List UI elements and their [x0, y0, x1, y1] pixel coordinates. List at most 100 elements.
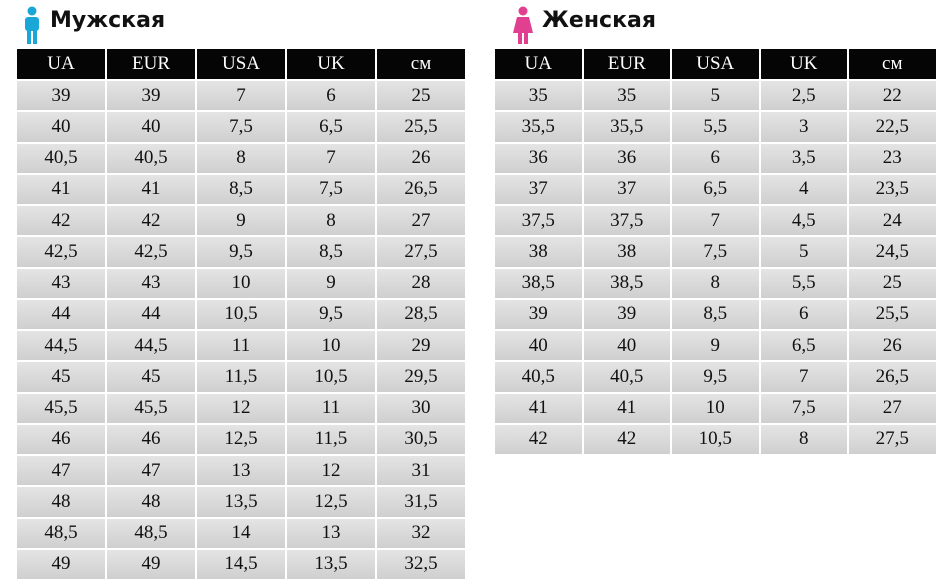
table-cell: 7 [760, 362, 847, 392]
table-cell: 6,5 [760, 331, 847, 361]
table-cell: 26 [377, 143, 465, 173]
table-cell: 10,5 [672, 424, 759, 454]
table-cell: 13,5 [287, 549, 375, 579]
column-header: USA [197, 49, 285, 79]
table-cell: 31 [377, 456, 465, 486]
table-cell: 8,5 [672, 299, 759, 329]
table-cell: 9,5 [197, 237, 285, 267]
table-cell: 7,5 [672, 237, 759, 267]
table-cell: 7 [197, 81, 285, 111]
table-cell: 10,5 [197, 299, 285, 329]
table-cell: 39 [583, 299, 670, 329]
table-cell: 3 [760, 112, 847, 142]
men-title: Мужская [50, 8, 166, 33]
table-cell: 37 [583, 174, 670, 204]
table-cell: 40,5 [583, 362, 670, 392]
table-cell: 12 [287, 456, 375, 486]
table-cell: 40 [495, 331, 582, 361]
table-cell: 11 [197, 331, 285, 361]
table-cell: 13 [287, 518, 375, 548]
table-cell: 45 [17, 362, 105, 392]
table-cell: 46 [107, 424, 195, 454]
table-cell: 30 [377, 393, 465, 423]
table-cell: 41 [583, 393, 670, 423]
table-cell: 24,5 [849, 237, 936, 267]
table-cell: 28,5 [377, 299, 465, 329]
table-cell: 4 [760, 174, 847, 204]
women-title: Женская [542, 8, 656, 33]
table-cell: 11,5 [197, 362, 285, 392]
table-cell: 28 [377, 268, 465, 298]
column-header: UA [17, 49, 105, 79]
table-cell: 3,5 [760, 143, 847, 173]
table-cell: 8,5 [287, 237, 375, 267]
male-icon [25, 6, 39, 44]
table-cell: 12,5 [197, 424, 285, 454]
table-cell: 25 [849, 268, 936, 298]
column-header: см [849, 49, 936, 79]
table-cell: 45,5 [107, 393, 195, 423]
female-icon [513, 6, 533, 44]
table-cell: 41 [107, 174, 195, 204]
table-cell: 5,5 [672, 112, 759, 142]
table-cell: 31,5 [377, 487, 465, 517]
table-cell: 40,5 [107, 143, 195, 173]
table-cell: 8 [287, 206, 375, 236]
table-cell: 22 [849, 81, 936, 111]
table-cell: 27,5 [849, 424, 936, 454]
table-cell: 42,5 [17, 237, 105, 267]
table-cell: 12 [197, 393, 285, 423]
table-cell: 10 [287, 331, 375, 361]
table-cell: 24 [849, 206, 936, 236]
table-cell: 8 [672, 268, 759, 298]
table-cell: 26,5 [377, 174, 465, 204]
table-cell: 26 [849, 331, 936, 361]
table-cell: 9,5 [287, 299, 375, 329]
table-cell: 25,5 [849, 299, 936, 329]
table-cell: 40 [107, 112, 195, 142]
table-cell: 45,5 [17, 393, 105, 423]
table-cell: 9,5 [672, 362, 759, 392]
table-cell: 36 [495, 143, 582, 173]
table-cell: 32,5 [377, 549, 465, 579]
table-cell: 44,5 [107, 331, 195, 361]
table-cell: 7 [672, 206, 759, 236]
table-cell: 4,5 [760, 206, 847, 236]
table-cell: 37 [495, 174, 582, 204]
table-cell: 13,5 [197, 487, 285, 517]
table-cell: 43 [17, 268, 105, 298]
table-cell: 6 [760, 299, 847, 329]
table-cell: 38 [495, 237, 582, 267]
table-cell: 7,5 [197, 112, 285, 142]
column-header: EUR [107, 49, 195, 79]
table-cell: 2,5 [760, 81, 847, 111]
table-cell: 44 [107, 299, 195, 329]
table-cell: 8 [760, 424, 847, 454]
table-cell: 8 [197, 143, 285, 173]
table-cell: 29,5 [377, 362, 465, 392]
table-cell: 26,5 [849, 362, 936, 392]
table-cell: 38,5 [583, 268, 670, 298]
table-cell: 44 [17, 299, 105, 329]
table-cell: 40 [17, 112, 105, 142]
table-cell: 5 [760, 237, 847, 267]
table-cell: 29 [377, 331, 465, 361]
table-cell: 35,5 [583, 112, 670, 142]
table-cell: 39 [17, 81, 105, 111]
table-cell: 35 [583, 81, 670, 111]
table-cell: 42 [17, 206, 105, 236]
table-cell: 23 [849, 143, 936, 173]
table-cell: 42 [107, 206, 195, 236]
table-cell: 47 [107, 456, 195, 486]
table-cell: 13 [197, 456, 285, 486]
table-cell: 7,5 [287, 174, 375, 204]
table-cell: 7 [287, 143, 375, 173]
table-cell: 41 [17, 174, 105, 204]
table-cell: 40,5 [495, 362, 582, 392]
table-cell: 42,5 [107, 237, 195, 267]
table-cell: 40,5 [17, 143, 105, 173]
table-cell: 25 [377, 81, 465, 111]
table-cell: 9 [287, 268, 375, 298]
table-cell: 10 [197, 268, 285, 298]
